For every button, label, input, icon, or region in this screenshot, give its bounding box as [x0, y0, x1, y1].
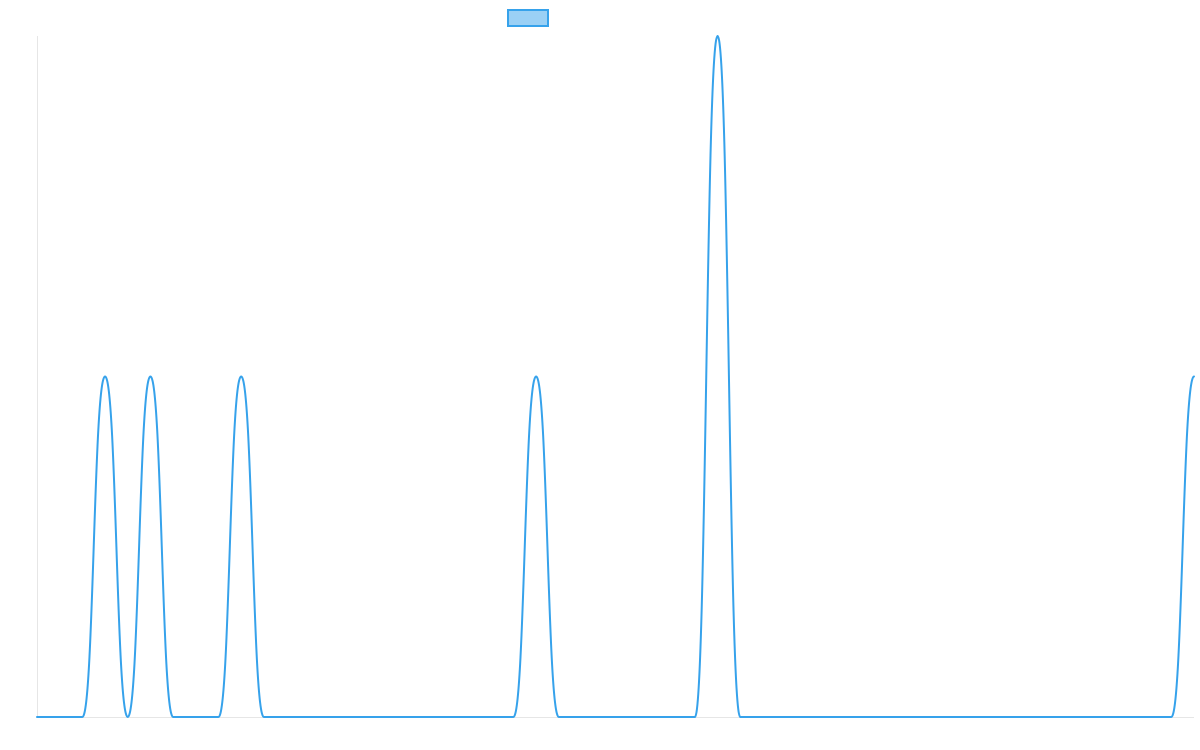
data-point[interactable] [102, 374, 108, 380]
data-point[interactable] [533, 374, 539, 380]
data-point[interactable] [1032, 714, 1038, 720]
data-point[interactable] [873, 714, 879, 720]
data-point[interactable] [1146, 714, 1152, 720]
data-point[interactable] [851, 714, 857, 720]
data-point[interactable] [193, 714, 199, 720]
data-point[interactable] [601, 714, 607, 720]
data-point[interactable] [805, 714, 811, 720]
data-point[interactable] [1123, 714, 1129, 720]
data-point[interactable] [306, 714, 312, 720]
legend[interactable] [507, 9, 549, 27]
data-point[interactable] [147, 374, 153, 380]
data-point[interactable] [442, 714, 448, 720]
data-point[interactable] [964, 714, 970, 720]
data-point[interactable] [941, 714, 947, 720]
data-point[interactable] [1055, 714, 1061, 720]
data-point[interactable] [1191, 374, 1197, 380]
data-point[interactable] [261, 714, 267, 720]
data-point[interactable] [1078, 714, 1084, 720]
data-point[interactable] [215, 714, 221, 720]
data-point[interactable] [465, 714, 471, 720]
data-point[interactable] [34, 714, 40, 720]
data-point[interactable] [125, 714, 131, 720]
data-point[interactable] [578, 714, 584, 720]
data-point[interactable] [760, 714, 766, 720]
data-point[interactable] [1010, 714, 1016, 720]
data-point[interactable] [329, 714, 335, 720]
data-point[interactable] [510, 714, 516, 720]
data-point[interactable] [352, 714, 358, 720]
data-point[interactable] [374, 714, 380, 720]
series-line [36, 35, 1195, 719]
data-point[interactable] [669, 714, 675, 720]
data-point[interactable] [828, 714, 834, 720]
data-point[interactable] [692, 714, 698, 720]
data-point[interactable] [284, 714, 290, 720]
data-point[interactable] [737, 714, 743, 720]
data-point[interactable] [896, 714, 902, 720]
data-point[interactable] [170, 714, 176, 720]
data-point[interactable] [987, 714, 993, 720]
data-point[interactable] [1168, 714, 1174, 720]
data-point[interactable] [919, 714, 925, 720]
data-point[interactable] [79, 714, 85, 720]
data-point[interactable] [397, 714, 403, 720]
series-layer [34, 33, 1197, 720]
data-point[interactable] [624, 714, 630, 720]
data-point[interactable] [1100, 714, 1106, 720]
data-point[interactable] [715, 33, 721, 39]
data-point[interactable] [556, 714, 562, 720]
data-point[interactable] [238, 374, 244, 380]
data-point[interactable] [783, 714, 789, 720]
data-point[interactable] [647, 714, 653, 720]
data-point[interactable] [420, 714, 426, 720]
data-point[interactable] [57, 714, 63, 720]
data-point[interactable] [488, 714, 494, 720]
legend-swatch[interactable] [507, 9, 549, 27]
